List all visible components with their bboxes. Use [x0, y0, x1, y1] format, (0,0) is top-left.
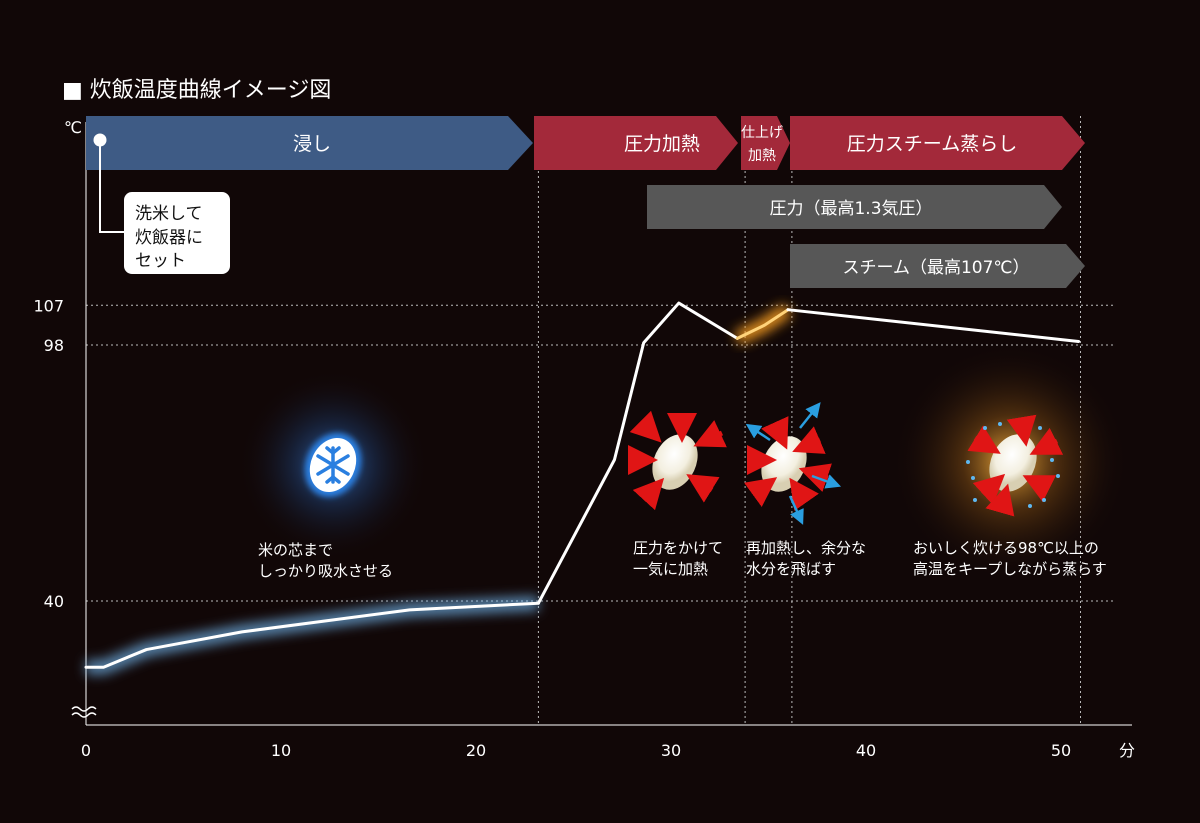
phase-soak-label: 浸し: [293, 133, 331, 155]
phase-pressure-banner: [534, 116, 738, 170]
phase-steam-banner: [790, 116, 1085, 170]
steam-bar: スチーム（最高107℃）: [790, 244, 1085, 288]
curve-soak: [84, 601, 540, 669]
x-axis-unit: 分: [1119, 741, 1135, 760]
reheat-note-line-2: 水分を飛ばす: [746, 560, 836, 578]
start-callout-leader: [99, 140, 124, 233]
y-tick-label: 98: [44, 336, 64, 355]
phase-pressure: 圧力加熱: [534, 116, 738, 170]
phase-pressure-label: 圧力加熱: [624, 133, 700, 155]
soaking-grain-icon: [238, 370, 428, 560]
soak-note-line-2: しっかり吸水させる: [258, 562, 393, 580]
x-tick-label: 50: [1051, 741, 1071, 760]
phase-soak: 浸し: [86, 116, 533, 170]
reheat-grain-icon: [744, 402, 842, 525]
steam-note-line-1: おいしく炊ける98℃以上の: [913, 539, 1099, 557]
steaming-grain-icon: [892, 344, 1128, 580]
phase-steam-label: 圧力スチーム蒸らし: [847, 133, 1017, 155]
steam-bar-shape: [790, 244, 1085, 288]
x-tick-label: 40: [856, 741, 876, 760]
x-tick-label: 0: [81, 741, 91, 760]
y-tick-label: 107: [33, 296, 64, 315]
x-tick-labels: 0 10 20 30 40 50: [81, 741, 1071, 760]
pressure-bar: 圧力（最高1.3気圧）: [647, 185, 1062, 229]
y-tick-labels: 107 98 40: [33, 296, 64, 611]
curve-pressure: [536, 301, 739, 605]
x-tick-label: 20: [466, 741, 486, 760]
y-axis-unit: ℃: [64, 118, 82, 137]
pressure-bar-label: 圧力（最高1.3気圧）: [769, 199, 932, 219]
start-note-line-1: 洗米して: [135, 204, 203, 224]
start-marker: [93, 133, 107, 147]
phase-finish-banner: [741, 116, 790, 170]
temperature-curve: [84, 301, 1081, 675]
pressure-note-line-1: 圧力をかけて: [633, 539, 723, 557]
curve-steam: [786, 308, 1081, 343]
steam-note-line-2: 高温をキープしながら蒸らす: [913, 560, 1107, 578]
y-tick-label: 40: [44, 592, 64, 611]
pressurized-grain-icon: [628, 410, 727, 511]
pressure-note-line-2: 一気に加熱: [633, 560, 708, 578]
phase-finish-label-1: 仕上げ: [741, 125, 783, 141]
axis-break-icon: [71, 706, 97, 718]
start-callout-box: [124, 192, 230, 274]
chart-title: ■ 炊飯温度曲線イメージ図: [62, 78, 331, 103]
curve-reheat: [735, 308, 790, 340]
reheat-note-line-1: 再加熱し、余分な: [746, 539, 866, 557]
soak-curve-glow: [86, 596, 539, 675]
start-note-line-2: 炊飯器に: [135, 228, 203, 248]
start-note-line-3: セット: [135, 251, 186, 271]
pressure-bar-shape: [647, 185, 1062, 229]
phase-finish-label-2: 加熱: [748, 148, 776, 164]
soak-note-line-1: 米の芯まで: [258, 541, 333, 559]
x-tick-label: 10: [271, 741, 291, 760]
phase-steam: 圧力スチーム蒸らし: [790, 116, 1085, 170]
start-callout: 洗米して 炊飯器に セット: [93, 133, 230, 274]
phase-finish: 仕上げ 加熱: [741, 116, 790, 170]
phase-soak-banner: [86, 116, 533, 170]
steam-bar-label: スチーム（最高107℃）: [842, 258, 1029, 278]
x-tick-label: 30: [661, 741, 681, 760]
